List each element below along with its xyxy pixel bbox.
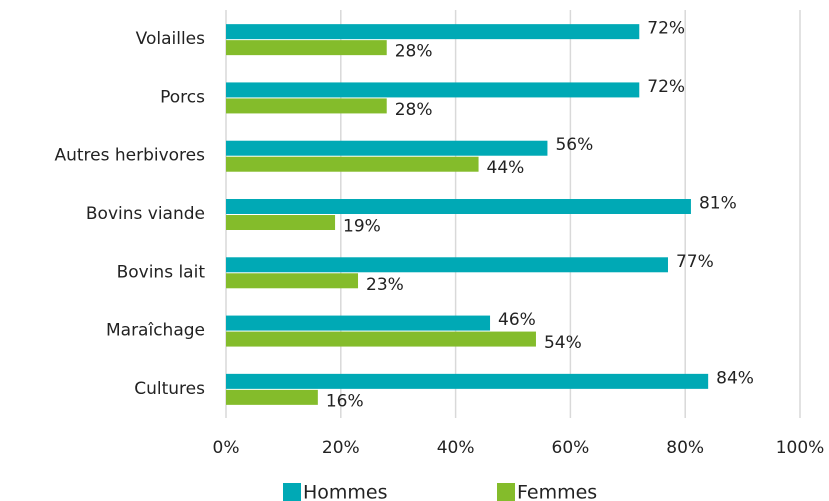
bar [226,156,479,172]
value-label: 81% [699,194,737,214]
bar [226,40,387,56]
x-tick-label: 100% [776,438,825,458]
value-label: 23% [366,275,404,295]
value-label: 28% [395,100,433,120]
legend-label: Femmes [517,482,597,501]
value-label: 19% [343,217,381,237]
bar [226,140,548,156]
value-label: 72% [647,77,685,97]
y-tick-label: Autres herbivores [54,146,205,166]
value-label: 56% [555,135,593,155]
y-tick-label: Bovins lait [117,262,206,282]
value-label: 16% [326,391,364,411]
value-label: 28% [395,42,433,62]
bar [226,373,709,389]
y-tick-label: Volailles [136,29,205,49]
bar [226,331,536,347]
legend-swatch [497,483,515,501]
bar [226,199,691,214]
bar [226,273,359,289]
y-tick-label: Maraîchage [106,321,205,341]
value-label: 46% [498,310,536,330]
bar [226,24,640,40]
bar [226,215,336,230]
legend-swatch [283,483,301,501]
bar [226,389,318,405]
bar [226,82,640,98]
value-label: 84% [716,368,754,388]
bar [226,98,387,114]
x-tick-label: 60% [552,438,590,458]
value-label: 72% [647,19,685,39]
value-label: 54% [544,333,582,353]
y-tick-label: Cultures [134,379,205,399]
legend-label: Hommes [303,482,388,501]
bar [226,315,491,331]
x-tick-label: 20% [322,438,360,458]
y-tick-label: Porcs [160,87,205,107]
value-label: 77% [676,252,714,272]
value-label: 44% [487,158,525,178]
x-tick-label: 80% [666,438,704,458]
x-tick-label: 40% [437,438,475,458]
x-tick-label: 0% [213,438,240,458]
bar [226,257,668,273]
y-tick-label: Bovins viande [86,204,205,224]
